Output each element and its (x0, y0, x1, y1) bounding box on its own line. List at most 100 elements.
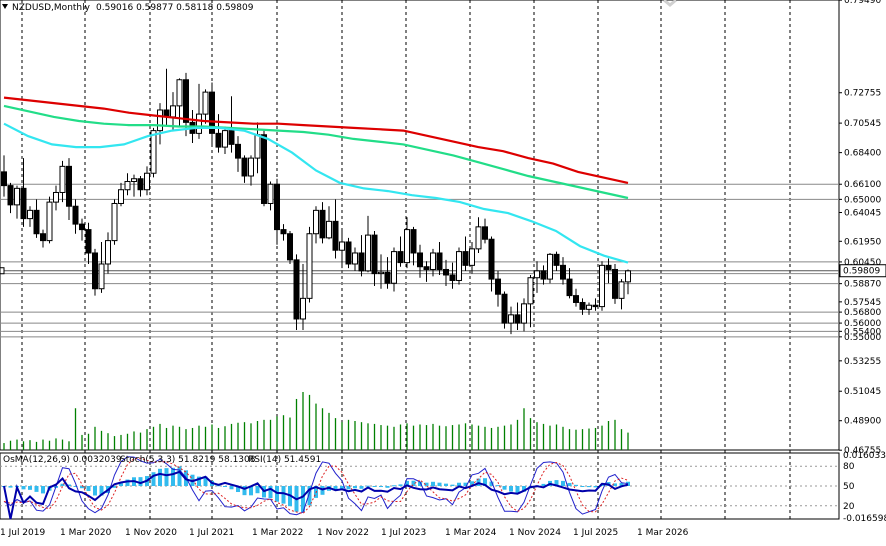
osma-bar (197, 476, 201, 486)
price-tick-label: 0.60450 (844, 258, 881, 268)
price-tick-label: 0.70545 (844, 119, 881, 129)
osma-bar (463, 482, 468, 486)
candle-body (495, 278, 501, 295)
current-price-box (839, 264, 886, 278)
candle-body (137, 178, 144, 191)
osma-bar (561, 480, 565, 486)
candle-body (391, 251, 397, 284)
candle-body (326, 220, 332, 239)
osma-bar (359, 486, 364, 489)
osma-bar (541, 483, 546, 486)
candle-body (365, 234, 371, 272)
osma-bar (158, 468, 162, 486)
osma-label: OsMA(12,26,9) 0.0032039 (3, 455, 122, 465)
osma-bar (418, 481, 422, 486)
candle-body (339, 241, 345, 251)
volume-bars (3, 392, 629, 450)
candle-body (625, 270, 631, 283)
osma-bar (151, 472, 156, 486)
candle-body (397, 251, 404, 264)
candle-body (579, 301, 586, 310)
price-tick-label: 0.58870 (844, 280, 881, 290)
moving-average-line (3, 122, 629, 264)
price-tick-label: 0.53255 (844, 357, 881, 367)
candle-body (267, 183, 274, 204)
candle-body (215, 132, 222, 148)
indicator-axis-label: 50 (843, 482, 855, 492)
time-axis-label: 1 Nov 2020 (125, 528, 177, 538)
candle-body (423, 266, 430, 270)
price-tick-label: 0.48900 (844, 417, 881, 427)
osma-bar (60, 483, 65, 486)
osma-bar (626, 481, 630, 486)
candle-body (371, 234, 378, 275)
moving-average-line (3, 104, 629, 200)
osma-bar (437, 482, 442, 486)
osma-bar (405, 480, 409, 486)
candle-body (345, 241, 352, 265)
time-axis-label: 1 Jul 2023 (381, 528, 426, 538)
osma-bar (353, 486, 357, 489)
osma-bar (587, 486, 591, 488)
candle-body (449, 274, 456, 281)
osma-bar (522, 486, 526, 492)
candle-body (92, 252, 98, 290)
indicator-header: OsMA(12,26,9) 0.0032039 Stoch(5,3,3) 51.… (3, 455, 321, 465)
time-axis-label: 1 Nov 2022 (317, 528, 369, 538)
candle-body (404, 229, 410, 264)
candle-body (248, 157, 254, 177)
collapse-triangle-icon[interactable] (2, 4, 8, 9)
symbol-label: NZDUSD,Monthly (12, 3, 91, 13)
candle-body (150, 130, 157, 174)
indicator-axis-label: -0.016598 (843, 514, 886, 524)
main-price-panel[interactable] (0, 0, 840, 451)
price-tick-label: 0.46755 (844, 446, 881, 456)
osma-bar (346, 486, 351, 490)
candle-body (261, 134, 267, 204)
osma-bar (119, 483, 123, 486)
candle-body (241, 157, 248, 177)
indicator-axis-label: 20 (843, 502, 855, 512)
moving-average-line (3, 96, 629, 184)
osma-bar (34, 486, 39, 492)
osma-bar (580, 486, 585, 487)
osma-bar (73, 486, 78, 487)
stoch-signal-line (3, 457, 629, 515)
time-axis-label: 1 Mar 2022 (252, 528, 303, 538)
price-tick-label: 0.64045 (844, 208, 881, 218)
candle-body (228, 130, 235, 145)
candle-body (566, 278, 573, 297)
candle-body (254, 134, 261, 159)
scroll-marker-icon[interactable] (663, 0, 677, 7)
candlestick-series (1, 68, 631, 335)
osma-bar (281, 486, 286, 504)
candle-body (157, 109, 163, 132)
osma-bar (99, 486, 104, 496)
candle-body (469, 248, 475, 266)
osma-bar (8, 486, 13, 488)
osma-bar (301, 486, 305, 512)
osma-bar (242, 486, 247, 496)
candle-body (319, 209, 326, 239)
candle-body (176, 79, 183, 107)
candle-body (553, 253, 560, 266)
osma-bar (307, 486, 312, 506)
candle-body (599, 264, 605, 308)
candle-body (85, 229, 92, 254)
osma-bar (366, 485, 370, 487)
candle-body (209, 91, 215, 134)
price-tick-label: 0.56800 (844, 308, 881, 318)
candle-body (540, 270, 547, 280)
candle-body (488, 238, 495, 280)
candle-body (222, 130, 228, 148)
candle-body (352, 252, 358, 265)
osma-bar (333, 486, 338, 491)
candle-body (7, 185, 14, 206)
osma-bar (593, 486, 598, 488)
candle-body (306, 233, 313, 299)
candle-body (40, 233, 46, 242)
candle-body (72, 205, 79, 225)
candle-body (46, 201, 53, 242)
osma-bar (93, 486, 97, 496)
